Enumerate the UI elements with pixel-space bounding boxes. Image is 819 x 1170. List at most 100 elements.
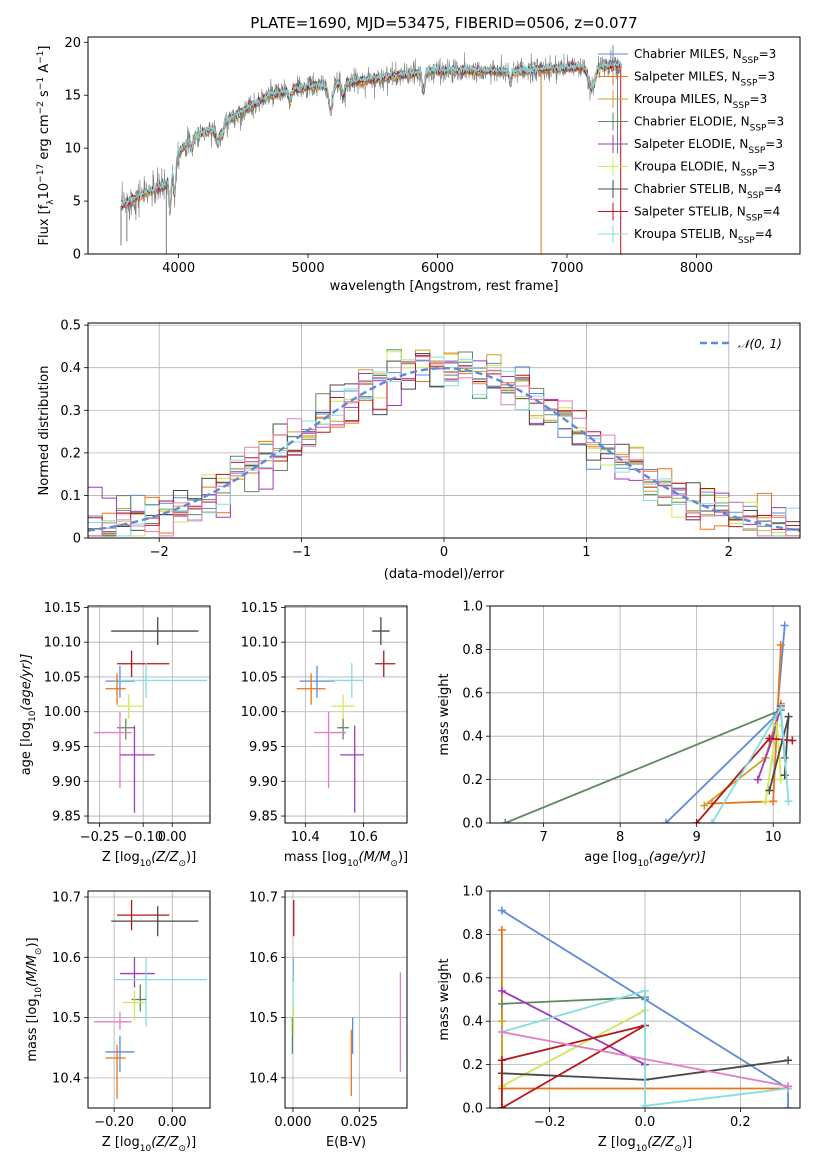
y-tick-label: 0.6: [462, 686, 483, 701]
y-tick-label: 10.15: [241, 601, 278, 616]
axes-frame: [87, 890, 211, 1109]
plot-area: [490, 891, 800, 1108]
weight-marker: [497, 986, 506, 995]
y-tick-label: 9.90: [52, 775, 81, 790]
weight-line: [501, 909, 789, 1108]
x-tick-label: 4000: [162, 261, 195, 276]
x-tick-label: 0.0: [635, 1115, 656, 1130]
y-tick-label: 0.6: [462, 971, 483, 986]
plot-area: [285, 891, 407, 1108]
errorbar-point: [119, 725, 155, 813]
x-tick-label: 10: [765, 830, 782, 845]
x-axis-label: Z [log10(Z/Z⊙)]: [102, 1135, 196, 1154]
errorbar-point: [372, 617, 390, 645]
figure-title: PLATE=1690, MJD=53475, FIBERID=0506, z=0…: [250, 14, 637, 32]
errorbar-point: [119, 957, 155, 988]
weight-marker: [769, 797, 778, 806]
y-tick-label: 0.4: [462, 730, 483, 745]
panel-mass_vs_ebv: 0.000 0.025 10.4 10.5 10.6 10.7 E(B-V): [249, 890, 408, 1150]
y-tick-label: 0.1: [60, 489, 81, 504]
x-axis-label: age [log10(age/yr)]: [584, 850, 706, 869]
x-tick-label: 10.4: [291, 830, 320, 845]
x-tick-label: −0.25: [80, 830, 120, 845]
errorbar-point: [375, 650, 396, 677]
y-tick-label: 9.95: [52, 740, 81, 755]
x-tick-label: 8: [616, 830, 624, 845]
axes-frame: [489, 605, 801, 824]
weight-marker: [641, 1101, 649, 1108]
weight-line: [501, 1024, 646, 1108]
x-axis-label: (data-model)/error: [384, 567, 505, 582]
x-tick-label: 8000: [680, 261, 713, 276]
axes-frame: [87, 605, 211, 824]
y-tick-label: 10.5: [52, 1011, 81, 1026]
errorbar-point: [114, 957, 208, 1027]
panel-age_vs_mass: 10.4 10.6 9.85 9.90 9.95 10.00 10.05 10.10 10.15…: [241, 601, 408, 869]
x-tick-label: 0.000: [274, 1115, 311, 1130]
weight-marker: [784, 1082, 793, 1091]
legend-label: Chabrier STELIB, NSSP=4: [634, 182, 782, 201]
weight-marker: [700, 801, 709, 810]
y-tick-label: 10.5: [249, 1011, 278, 1026]
errorbar-point: [340, 725, 364, 813]
weight-marker: [780, 621, 789, 630]
legend-label: Salpeter ELODIE, NSSP=3: [634, 137, 783, 156]
x-tick-label: 5000: [292, 261, 325, 276]
y-tick-label: 0.3: [60, 404, 81, 419]
panel-spectrum: 4000 5000 6000 7000 8000 0 5 10 15 20 wavelength […: [36, 36, 801, 294]
x-tick-label: 10.6: [349, 830, 378, 845]
weight-marker: [780, 771, 789, 780]
errorbar-point: [122, 990, 147, 1021]
weight-marker: [765, 786, 774, 795]
weight-marker: [776, 641, 785, 650]
y-tick-label: 15: [64, 89, 81, 104]
weight-marker: [692, 819, 701, 823]
weight-series: [761, 721, 785, 806]
x-axis-label: wavelength [Angstrom, rest frame]: [330, 279, 559, 294]
errorbar-point: [105, 673, 126, 705]
errorbar-point: [337, 718, 349, 740]
errorbar-point: [105, 1044, 126, 1099]
x-tick-label: −2: [150, 545, 169, 560]
weight-marker: [784, 1056, 793, 1065]
x-axis-label: E(B-V): [326, 1135, 366, 1150]
y-tick-label: 10.00: [241, 705, 278, 720]
weight-marker: [784, 797, 793, 806]
y-axis-label: mass weight: [437, 673, 452, 755]
weight-series: [662, 621, 789, 823]
weight-marker: [773, 721, 782, 730]
x-tick-label: 2: [725, 545, 733, 560]
weight-marker: [776, 703, 785, 712]
panel-weight_vs_age: 7 8 9 10 0.0 0.2 0.4 0.6 0.8 1.0 age [log10(age/yr…: [437, 600, 801, 869]
weight-marker: [765, 734, 774, 743]
weight-marker: [784, 1104, 793, 1108]
errorbar-point: [131, 984, 147, 1012]
panel-age_vs_Z: −0.25 −0.100.00 9.85 9.90 9.95 10.00 10.05 10.1…: [19, 601, 211, 869]
weight-marker: [784, 712, 793, 721]
y-axis-label: Flux [fλ10−17 erg cm−2 s−1 A−1]: [36, 46, 56, 246]
x-tick-label: 7: [539, 830, 547, 845]
weight-series: [497, 1028, 793, 1091]
x-tick-label: 0.00: [158, 1115, 187, 1130]
errorbar-point: [111, 617, 199, 645]
y-tick-label: 0: [73, 532, 81, 547]
legend-label: Chabrier ELODIE, NSSP=3: [634, 115, 784, 134]
y-tick-label: 10.10: [241, 636, 278, 651]
y-axis-label: mass weight: [437, 958, 452, 1040]
legend-label: 𝒩(0, 1): [738, 337, 782, 351]
panel-mass_vs_Z: −0.20 0.00 10.4 10.5 10.6 10.7 Z [log10(Z/Z⊙)]…: [25, 890, 211, 1154]
y-tick-label: 10.15: [44, 601, 81, 616]
x-tick-label: 6000: [421, 261, 454, 276]
y-tick-label: 10.7: [249, 891, 278, 906]
weight-marker: [497, 999, 506, 1008]
errorbar-point: [105, 1035, 135, 1072]
y-tick-label: 10.4: [249, 1071, 278, 1086]
errorbar-point: [314, 711, 346, 789]
weight-line: [501, 1031, 789, 1088]
plot-area: [490, 606, 800, 823]
y-tick-label: 10.05: [241, 670, 278, 685]
y-tick-label: 10.7: [52, 891, 81, 906]
y-tick-label: 0: [73, 248, 81, 263]
weight-line: [501, 989, 789, 1107]
